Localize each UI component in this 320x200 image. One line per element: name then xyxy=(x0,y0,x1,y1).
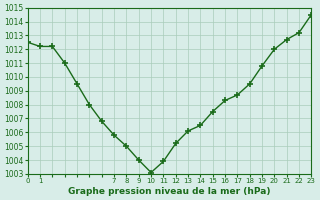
X-axis label: Graphe pression niveau de la mer (hPa): Graphe pression niveau de la mer (hPa) xyxy=(68,187,271,196)
